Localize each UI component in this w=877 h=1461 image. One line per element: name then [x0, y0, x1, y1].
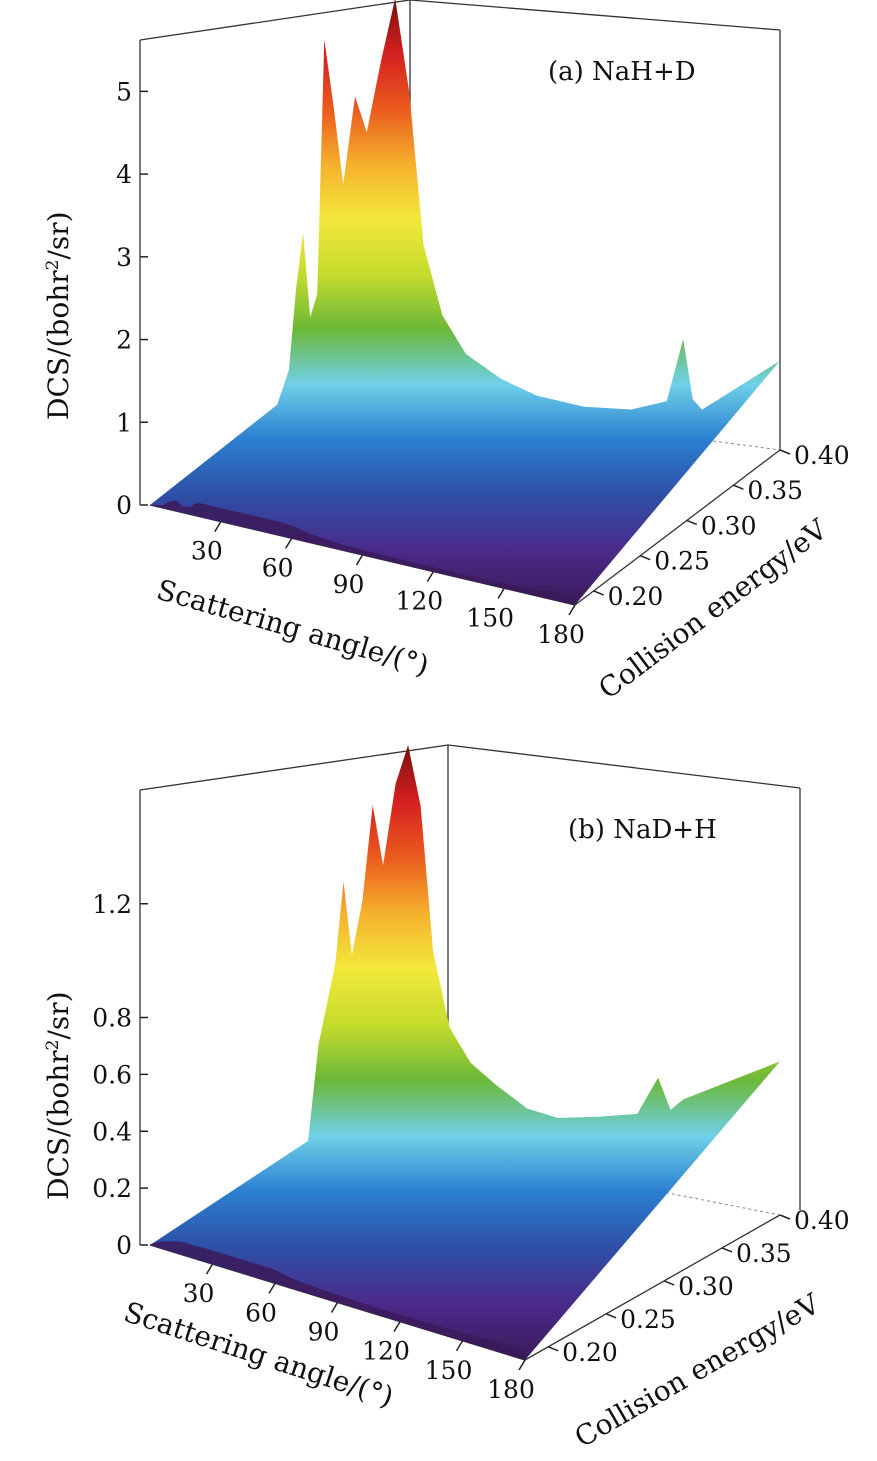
panel-b-x-tick-mark — [205, 1263, 214, 1275]
panel-b-x-tick-mark — [393, 1321, 401, 1333]
panel-a-z-tick-label: 3 — [116, 243, 132, 272]
panel-a-y-tick-label: 0.30 — [701, 511, 757, 540]
panel-b-x-tick-label: 30 — [183, 1279, 215, 1308]
panel-a-z-tick-label: 2 — [116, 326, 132, 355]
panel-a-title: (a) NaH+D — [548, 57, 696, 87]
panel-a-z-tick-label: 1 — [116, 408, 132, 437]
panel-a-back-top-edge — [139, 0, 781, 41]
panel-b-title: (b) NaD+H — [568, 815, 717, 845]
panel-b-z-tick-label: 0.4 — [92, 1117, 132, 1146]
panel-a-surface-back — [150, 0, 780, 605]
panel-b-back-top-edge — [139, 744, 801, 791]
panel-b-x-tick-label: 60 — [245, 1298, 277, 1327]
panel-a-z-ticks: 0 1 2 3 4 5 — [116, 77, 148, 520]
panel-b-y-tick-label: 0.35 — [736, 1239, 792, 1268]
panel-b-x-tick-mark — [268, 1282, 276, 1294]
panel-b-y-tick-mark — [663, 1280, 675, 1286]
panel-a-y-tick-label: 0.35 — [747, 476, 803, 505]
panel-a-y-tick-mark — [733, 484, 744, 490]
panel-b-x-tick-mark — [518, 1359, 526, 1371]
panel-b-z-tick-label: 0.2 — [92, 1174, 132, 1203]
panel-a-x-tick-label: 120 — [395, 587, 443, 616]
panel-a-z-axis-title: DCS/(bohr2/sr) — [42, 211, 75, 420]
panel-b-z-tick-label: 1.2 — [92, 890, 132, 919]
panel-a-y-tick-mark — [779, 449, 791, 455]
panel-b-x-tick-label: 150 — [425, 1356, 473, 1385]
panel-a-z-tick-label: 5 — [116, 77, 132, 106]
panel-b-y-tick-mark — [721, 1247, 733, 1253]
panel-b-y-ticks: 0.200.250.300.350.40 — [547, 1206, 850, 1367]
panel-b-x-tick-label: 90 — [308, 1318, 340, 1347]
panel-b-y-tick-mark — [605, 1313, 617, 1319]
panel-a-y-axis-line — [574, 449, 781, 606]
panel-a-y-tick-mark — [593, 590, 604, 596]
panel-a-y-tick-mark — [639, 554, 651, 561]
panel-b-x-tick-label: 120 — [362, 1337, 410, 1366]
panel-a-x-tick-label: 180 — [537, 620, 585, 649]
panel-b-y-tick-label: 0.40 — [794, 1206, 850, 1235]
panel-b-z-tick-label: 0.8 — [92, 1004, 132, 1033]
panel-a-x-axis-title: Scattering angle/(°) — [153, 573, 432, 682]
panel-a-y-tick-label: 0.40 — [794, 441, 850, 470]
panel-b-x-tick-mark — [330, 1302, 339, 1313]
panel-a-x-tick-mark — [497, 587, 505, 599]
panel-b-y-tick-label: 0.20 — [562, 1338, 618, 1367]
panel-a-x-tick-mark — [214, 521, 222, 533]
panel-b-x-ticks: 30 60 90 120 150 180 — [183, 1263, 535, 1404]
panel-a-z-tick-label: 0 — [116, 491, 132, 520]
panel-a-y-tick-label: 0.25 — [654, 547, 710, 576]
panel-b-y-tick-label: 0.25 — [620, 1305, 676, 1334]
panel-a-x-tick-label: 150 — [466, 603, 514, 632]
panel-a-x-ticks: 30 60 90 120 150 180 — [191, 521, 585, 649]
panel-b-surface-front — [150, 1241, 525, 1360]
panel-a-x-tick-mark — [285, 537, 293, 549]
panel-a-x-tick-mark — [355, 554, 364, 566]
panel-a-x-tick-mark — [426, 571, 434, 583]
panel-a-x-tick-mark — [568, 604, 576, 616]
panel-a-y-tick-mark — [686, 519, 698, 526]
panel-b-y-axis-line — [524, 1214, 781, 1361]
panel-a-y-ticks: 0.20 0.25 0.30 0.35 0.40 — [593, 441, 850, 611]
panel-b-z-axis-title: DCS/(bohr2/sr) — [42, 991, 75, 1200]
panel-b-x-tick-label: 180 — [487, 1375, 535, 1404]
panel-b-z-ticks: 0 0.2 0.4 0.6 0.8 1.2 — [92, 890, 148, 1260]
panel-b-y-axis-title: Collision energy/eV — [569, 1287, 826, 1454]
panel-a-x-tick-label: 90 — [333, 570, 365, 599]
panel-b-z-tick-label: 0.6 — [92, 1060, 132, 1089]
panel-b: 0 0.2 0.4 0.6 0.8 1.2 30 60 90 120 150 180 0.200.2… — [42, 744, 850, 1454]
panel-b-surface-back — [150, 745, 780, 1360]
panel-b-y-tick-label: 0.30 — [678, 1272, 734, 1301]
panel-a-x-tick-label: 30 — [191, 537, 223, 566]
panel-b-z-tick-label: 0 — [116, 1231, 132, 1260]
panel-b-y-tick-mark — [779, 1214, 791, 1220]
panel-a-y-tick-label: 0.20 — [608, 582, 664, 611]
panel-a-z-tick-label: 4 — [116, 160, 132, 189]
panel-b-y-tick-mark — [547, 1346, 559, 1352]
panel-a-surface-front — [150, 500, 575, 605]
panel-b-x-tick-mark — [455, 1340, 464, 1352]
panel-a-x-tick-label: 60 — [262, 553, 294, 582]
